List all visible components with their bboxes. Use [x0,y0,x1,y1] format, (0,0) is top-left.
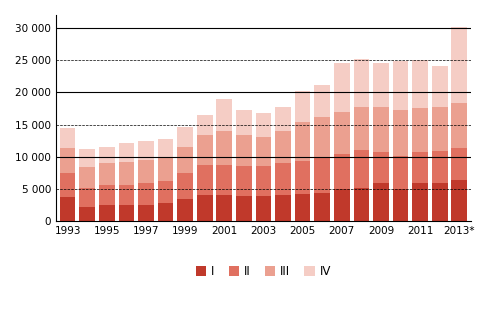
Bar [177,127,193,147]
Bar [432,66,447,107]
Bar [451,180,467,221]
Bar [158,203,173,221]
Bar [197,195,213,221]
Bar [275,195,291,221]
Bar [80,207,95,221]
Bar [354,188,369,221]
Bar [118,205,134,221]
Bar [60,197,76,221]
Bar [217,99,232,131]
Bar [451,103,467,149]
Bar [118,143,134,162]
Bar [217,131,232,165]
Bar [295,194,310,221]
Bar [80,149,95,167]
Bar [236,135,252,167]
Bar [80,188,95,207]
Bar [412,183,428,221]
Bar [177,147,193,173]
Bar [60,149,76,173]
Bar [60,173,76,197]
Bar [158,181,173,203]
Bar [197,135,213,165]
Bar [295,122,310,161]
Bar [334,63,350,112]
Bar [354,107,369,150]
Bar [432,151,447,183]
Bar [393,61,409,111]
Bar [314,85,330,117]
Bar [197,165,213,195]
Bar [373,63,389,107]
Bar [373,152,389,183]
Bar [354,150,369,188]
Bar [99,185,114,205]
Bar [275,163,291,195]
Bar [334,112,350,154]
Bar [99,147,114,163]
Bar [393,189,409,221]
Bar [138,141,154,160]
Bar [99,163,114,185]
Bar [275,107,291,131]
Bar [138,160,154,183]
Bar [314,158,330,193]
Bar [295,161,310,194]
Bar [236,167,252,196]
Bar [236,110,252,135]
Bar [432,183,447,221]
Bar [177,173,193,199]
Bar [158,139,173,158]
Bar [236,196,252,221]
Bar [295,91,310,122]
Bar [217,195,232,221]
Bar [177,199,193,221]
Bar [451,149,467,180]
Bar [217,165,232,195]
Legend: I, II, III, IV: I, II, III, IV [191,260,336,283]
Bar [138,183,154,205]
Bar [334,189,350,221]
Bar [99,205,114,221]
Bar [256,137,271,167]
Bar [451,27,467,103]
Bar [118,162,134,185]
Bar [412,60,428,108]
Bar [60,128,76,149]
Bar [373,107,389,152]
Bar [334,154,350,189]
Bar [158,158,173,181]
Bar [412,152,428,183]
Bar [354,59,369,107]
Bar [80,167,95,188]
Bar [373,183,389,221]
Bar [256,196,271,221]
Bar [393,111,409,155]
Bar [314,193,330,221]
Bar [275,131,291,163]
Bar [197,115,213,135]
Bar [314,117,330,158]
Bar [412,108,428,152]
Bar [118,185,134,205]
Bar [393,155,409,189]
Bar [256,167,271,196]
Bar [256,113,271,137]
Bar [432,107,447,151]
Bar [138,205,154,221]
